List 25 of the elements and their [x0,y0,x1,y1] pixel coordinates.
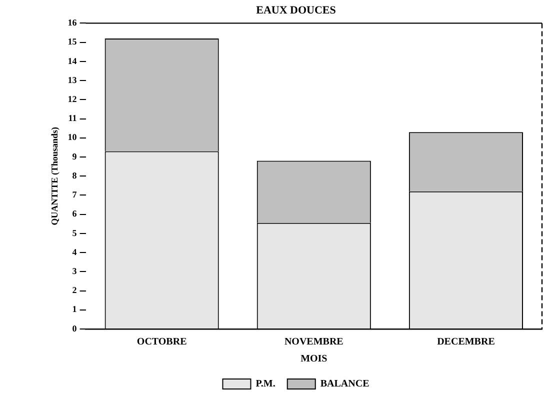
y-tick-label: 16 [68,18,78,28]
y-tick-label: 12 [68,94,78,104]
y-tick-label: 2 [72,285,78,296]
y-tick-label: 9 [72,151,78,162]
x-tick-label: DECEMBRE [437,336,496,348]
x-axis-title: MOIS [300,354,328,365]
y-tick-label: 6 [72,208,78,219]
y-axis-title: QUANTITE (Thousands) [50,126,60,226]
y-tick-label: 10 [68,132,78,142]
y-tick-label: 1 [72,304,78,314]
y-tick-label: 0 [72,323,78,334]
y-tick-label: 7 [72,190,78,200]
y-tick-label: 3 [72,266,78,276]
y-tick-label: 5 [72,228,78,238]
x-tick-label: NOVEMBRE [284,336,344,348]
x-tick-label: OCTOBRE [136,336,188,348]
y-tick-label: 14 [68,56,78,66]
y-tick-label: 4 [72,246,78,257]
y-tick-label: 8 [72,170,78,180]
y-tick-label: 13 [68,74,78,85]
y-tick-label: 11 [68,113,78,124]
y-tick-label: 15 [68,36,78,47]
chart-title: EAUX DOUCES [256,4,336,16]
legend-label: P.M. [256,378,276,390]
legend-label: BALANCE [320,378,370,390]
